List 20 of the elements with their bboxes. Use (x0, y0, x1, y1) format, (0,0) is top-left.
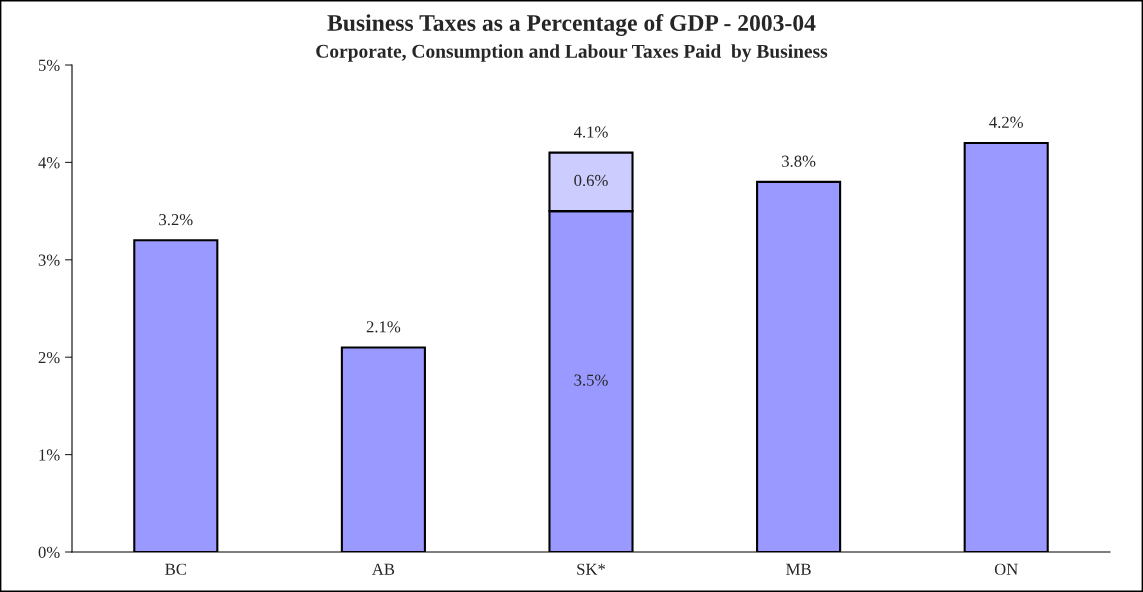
x-tick-label: MB (786, 563, 811, 575)
total-label: 4.2% (989, 116, 1023, 128)
y-tick-label: 1% (39, 449, 60, 461)
data-label: 3.5% (574, 374, 608, 386)
y-tick-label: 3% (38, 254, 60, 266)
chart-subtitle: Corporate, Consumption and Labour Taxes Paid by Business (316, 44, 828, 62)
total-label: 4.1% (573, 126, 608, 138)
y-tick-label: 4% (38, 157, 60, 169)
data-label: 0.6% (574, 174, 608, 187)
x-tick-label: ON (994, 563, 1018, 575)
x-tick-label: BC (165, 563, 186, 575)
total-label: 3.2% (159, 214, 193, 226)
total-label: 3.8% (782, 155, 816, 167)
y-tick-label: 2% (38, 351, 60, 364)
y-tick-label: 0% (38, 546, 60, 558)
total-label: 2.1% (366, 321, 401, 333)
chart-title: Business Taxes as a Percentage of GDP - 2003-04 (327, 14, 816, 36)
x-tick-label: SK* (577, 563, 606, 575)
x-tick-label: AB (371, 563, 395, 575)
y-tick-label: 5% (38, 59, 60, 71)
